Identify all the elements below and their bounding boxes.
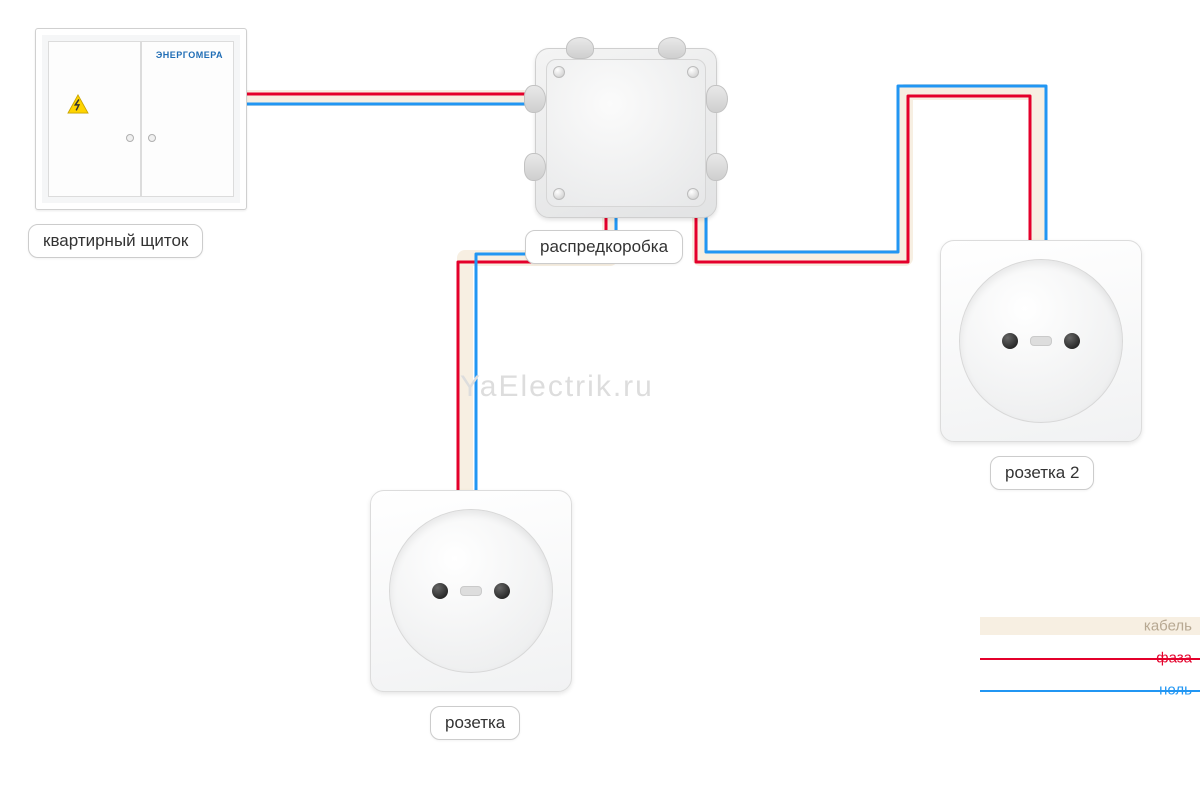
socket-pin-hole <box>1002 333 1018 349</box>
legend: кабель фаза ноль <box>980 610 1200 706</box>
socket-pin-hole <box>1064 333 1080 349</box>
panel-lock-left <box>126 134 134 142</box>
diagram-stage: { "canvas": { "w": 1200, "h": 800, "back… <box>0 0 1200 800</box>
label-socket-2: розетка 2 <box>990 456 1094 490</box>
legend-label-phase: фаза <box>1156 650 1192 667</box>
socket-face <box>389 509 553 673</box>
panel-brand: ЭНЕРГОМЕРА <box>156 50 223 60</box>
cable-gland <box>658 37 686 59</box>
cable-gland <box>524 153 546 181</box>
socket-center-screw <box>1030 336 1052 346</box>
screw-icon <box>553 188 565 200</box>
label-junction-box: распредкоробка <box>525 230 683 264</box>
cable_band-wire <box>245 60 545 98</box>
legend-row-cable: кабель <box>980 610 1200 642</box>
legend-row-neutral: ноль <box>980 674 1200 706</box>
cable-gland <box>706 153 728 181</box>
cable-gland <box>706 85 728 113</box>
junction-box <box>535 48 717 218</box>
cable-gland <box>566 37 594 59</box>
junction-box-lid <box>546 59 706 207</box>
screw-icon <box>687 66 699 78</box>
legend-label-neutral: ноль <box>1159 682 1192 699</box>
screw-icon <box>687 188 699 200</box>
panel-lock-right <box>148 134 156 142</box>
panel-door-right: ЭНЕРГОМЕРА <box>141 41 234 197</box>
watermark: YaElectrik.ru <box>460 370 654 404</box>
panel-door-left <box>48 41 141 197</box>
legend-row-phase: фаза <box>980 642 1200 674</box>
screw-icon <box>553 66 565 78</box>
cable_band-wire <box>700 92 1038 258</box>
legend-label-cable: кабель <box>1144 618 1192 635</box>
socket-2 <box>940 240 1142 442</box>
socket-center-screw <box>460 586 482 596</box>
hazard-icon <box>67 94 89 114</box>
socket-face <box>959 259 1123 423</box>
socket-pin-hole <box>494 583 510 599</box>
socket-1 <box>370 490 572 692</box>
socket-pin-hole <box>432 583 448 599</box>
label-socket-1: розетка <box>430 706 520 740</box>
label-panel: квартирный щиток <box>28 224 203 258</box>
distribution-panel: ЭНЕРГОМЕРА <box>35 28 247 210</box>
cable-gland <box>524 85 546 113</box>
